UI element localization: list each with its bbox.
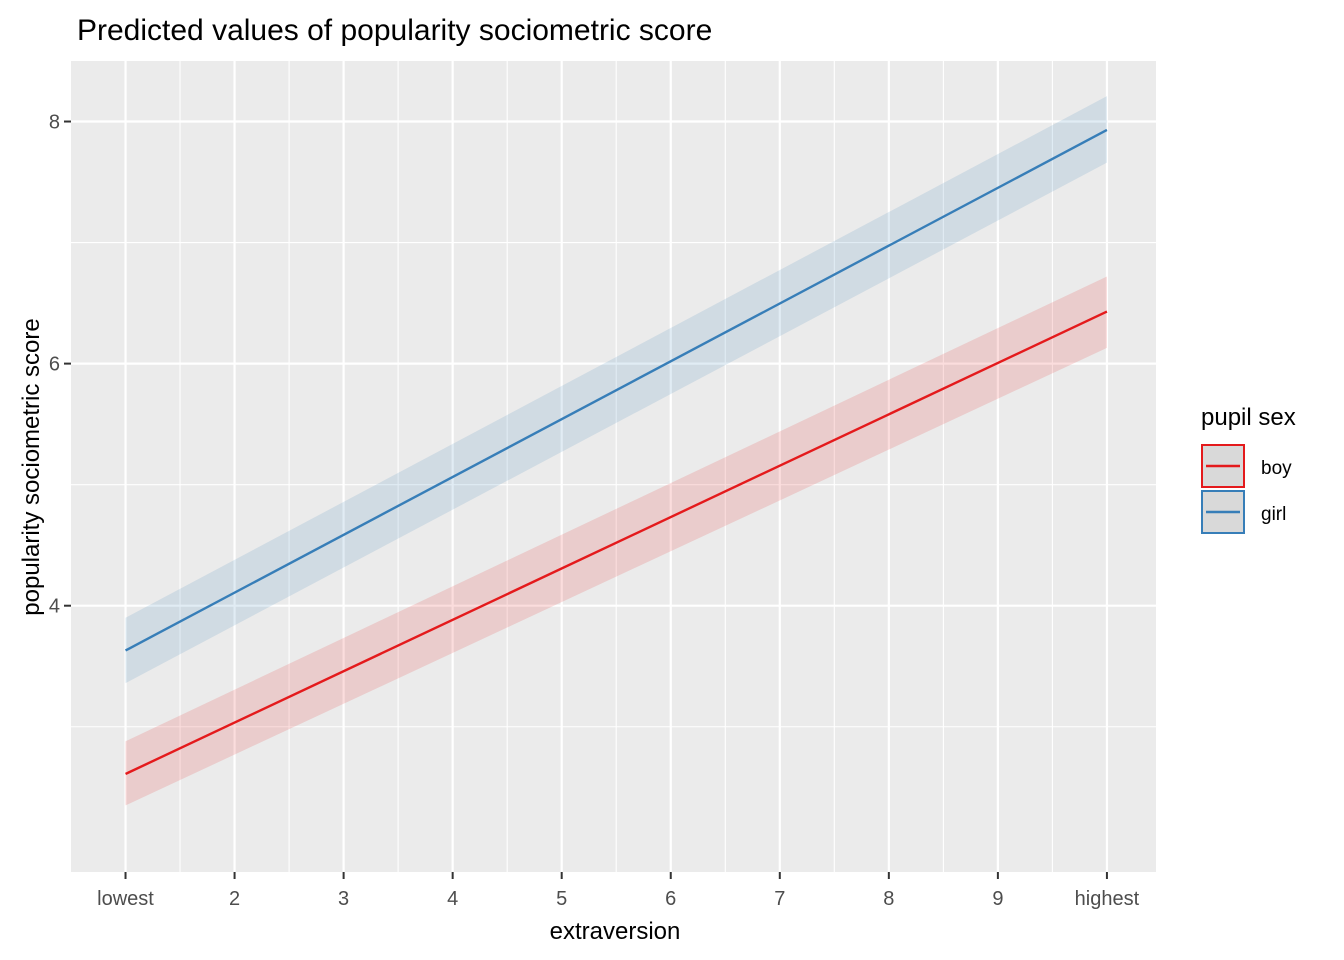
x-tick-label: highest <box>1075 888 1140 910</box>
ribbon-boy <box>125 276 1107 806</box>
y-tick-label: 4 <box>49 596 60 618</box>
line-girl <box>124 128 1108 652</box>
x-tick-label: 6 <box>665 888 676 910</box>
legend-label-boy: boy <box>1261 458 1292 479</box>
y-axis: 4 6 8 <box>49 112 71 618</box>
legend: pupil sex boy girl <box>1201 404 1296 534</box>
x-tick-label: 4 <box>447 888 458 910</box>
x-tick-label: 3 <box>338 888 349 910</box>
line-boy <box>125 310 1108 776</box>
legend-label-girl: girl <box>1261 504 1286 525</box>
x-tick-label: 7 <box>774 888 785 910</box>
major-gridlines <box>71 61 1156 872</box>
x-tick-label: 8 <box>883 888 894 910</box>
y-axis-title: popularity sociometric score <box>18 318 45 615</box>
x-tick-label: 9 <box>992 888 1003 910</box>
series-lines <box>124 128 1108 776</box>
legend-title: pupil sex <box>1201 404 1296 431</box>
x-tick-label: 5 <box>556 888 567 910</box>
y-tick-label: 8 <box>49 112 60 134</box>
x-tick-label: lowest <box>97 888 154 910</box>
x-axis-title: extraversion <box>550 918 681 945</box>
y-tick-label: 6 <box>49 354 60 376</box>
plot-panel <box>71 61 1156 872</box>
chart-title: Predicted values of popularity sociometr… <box>77 14 712 47</box>
minor-gridlines <box>71 61 1156 872</box>
x-tick-label: 2 <box>229 888 240 910</box>
x-axis: lowest 2 3 4 5 6 7 8 9 highest <box>97 872 1140 910</box>
